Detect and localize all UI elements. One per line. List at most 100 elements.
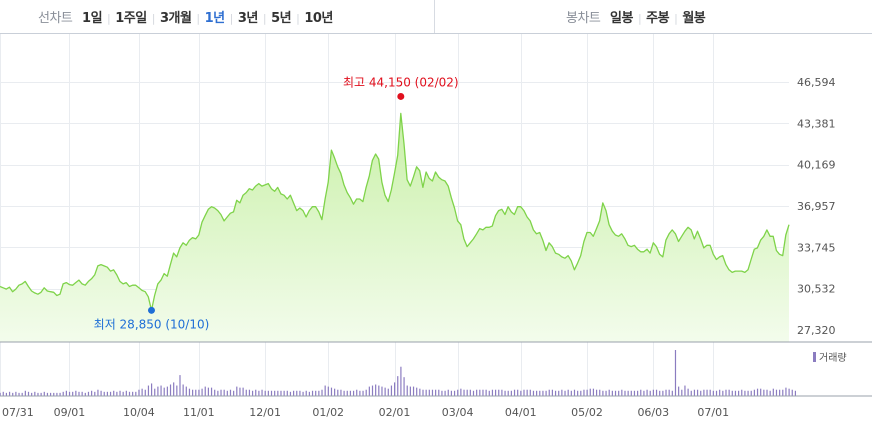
- volume-bar: [346, 390, 348, 396]
- volume-bar: [37, 392, 39, 396]
- volume-bar: [270, 390, 273, 396]
- volume-bar: [0, 392, 1, 396]
- volume-bar: [523, 389, 525, 396]
- volume-bar: [204, 386, 206, 396]
- volume-bar: [233, 390, 235, 396]
- volume-bar: [321, 389, 323, 396]
- period-separator: |: [262, 12, 267, 25]
- volume-bar: [166, 386, 168, 396]
- volume-bar: [251, 390, 254, 396]
- volume-bar: [229, 389, 232, 396]
- volume-bar: [5, 392, 8, 396]
- volume-bar: [182, 384, 184, 396]
- volume-bar: [368, 386, 370, 396]
- volume-bar: [343, 390, 345, 396]
- volume-bar: [173, 382, 175, 396]
- volume-bar: [122, 391, 124, 396]
- volume-bar: [34, 391, 36, 396]
- x-tick-label: 11/01: [183, 406, 215, 419]
- volume-bar: [201, 388, 203, 396]
- volume-bar: [65, 390, 67, 396]
- volume-bar: [116, 391, 118, 396]
- period-tab-1[interactable]: 1일: [82, 11, 103, 26]
- volume-bar: [337, 389, 339, 396]
- volume-bar: [141, 388, 143, 396]
- volume-bar: [56, 392, 58, 396]
- volume-bar: [356, 389, 358, 396]
- volume-bar: [501, 389, 503, 396]
- volume-bar: [700, 390, 702, 396]
- volume-bar: [655, 389, 658, 396]
- volume-bar: [425, 389, 427, 396]
- volume-bar: [435, 389, 437, 396]
- y-tick-label: 40,169: [797, 159, 836, 172]
- candle-tab-2[interactable]: 주봉: [646, 11, 670, 26]
- volume-bar: [412, 386, 415, 396]
- chart-toolbar: 선차트 1일 | 1주일 | 3개월 | 1년 | 3년 | 5년 | 10년 봉차트 일봉 | 주봉 | 월봉: [0, 0, 872, 34]
- volume-bar: [491, 389, 494, 396]
- volume-bar: [198, 389, 200, 396]
- period-separator: |: [107, 12, 111, 25]
- volume-bar: [744, 390, 746, 396]
- volume-bar: [482, 389, 484, 396]
- volume-bar: [479, 389, 481, 396]
- volume-bar: [147, 385, 150, 396]
- volume-bar: [678, 386, 680, 396]
- volume-bar: [378, 385, 380, 396]
- volume-bar: [517, 389, 519, 396]
- volume-bar: [668, 389, 670, 396]
- period-tab-5[interactable]: 3년: [237, 11, 259, 26]
- period-tab-6[interactable]: 5년: [271, 11, 292, 26]
- volume-bar: [255, 389, 257, 396]
- volume-bar: [87, 391, 90, 396]
- volume-bar: [318, 390, 320, 396]
- volume-bar: [195, 389, 197, 396]
- volume-bar: [785, 387, 787, 396]
- volume-bar: [621, 389, 623, 396]
- volume-bar: [217, 390, 219, 396]
- period-tab-2[interactable]: 1주일: [115, 11, 147, 26]
- volume-bar: [690, 390, 692, 396]
- volume-bar: [450, 390, 453, 396]
- period-tab-7[interactable]: 10년: [304, 11, 333, 26]
- volume-bar: [646, 389, 648, 396]
- high-label: 최고 44,150 (02/02): [343, 75, 459, 89]
- candle-tab-3[interactable]: 월봉: [682, 11, 706, 26]
- period-tab-3[interactable]: 3개월: [159, 11, 192, 26]
- volume-bar: [422, 389, 424, 396]
- volume-bar: [406, 385, 408, 396]
- volume-bar: [157, 386, 159, 396]
- candle-separator: |: [674, 12, 678, 25]
- volume-bar: [438, 389, 440, 396]
- volume-bar: [693, 389, 696, 396]
- toolbar-divider: [434, 0, 435, 33]
- volume-bar: [542, 390, 544, 396]
- volume-bar: [154, 388, 156, 396]
- volume-bar: [381, 386, 383, 396]
- volume-bar: [772, 388, 774, 396]
- volume-bar: [261, 389, 263, 396]
- volume-bar: [633, 390, 636, 396]
- x-tick-label: 10/04: [123, 406, 155, 419]
- y-tick-label: 46,594: [797, 76, 836, 89]
- volume-bar: [766, 389, 768, 396]
- volume-bar: [239, 387, 241, 396]
- period-separator: |: [296, 12, 300, 25]
- volume-bar: [132, 391, 134, 396]
- volume-bar: [214, 389, 216, 396]
- volume-bar: [311, 390, 314, 396]
- volume-bar: [106, 391, 109, 396]
- candle-tabs: 봉차트 일봉 | 주봉 | 월봉: [566, 7, 706, 26]
- x-tick-label: 02/01: [379, 406, 411, 419]
- volume-bar: [324, 385, 326, 396]
- period-tab-4[interactable]: 1년: [204, 11, 226, 26]
- volume-bar: [570, 390, 572, 396]
- period-separator: |: [229, 12, 234, 25]
- candle-tab-1[interactable]: 일봉: [610, 11, 633, 26]
- volume-bar: [188, 388, 191, 396]
- volume-bar: [94, 391, 96, 396]
- volume-bar: [652, 389, 654, 396]
- volume-bar: [428, 389, 430, 396]
- volume-bar: [719, 389, 721, 396]
- volume-bar: [128, 391, 131, 396]
